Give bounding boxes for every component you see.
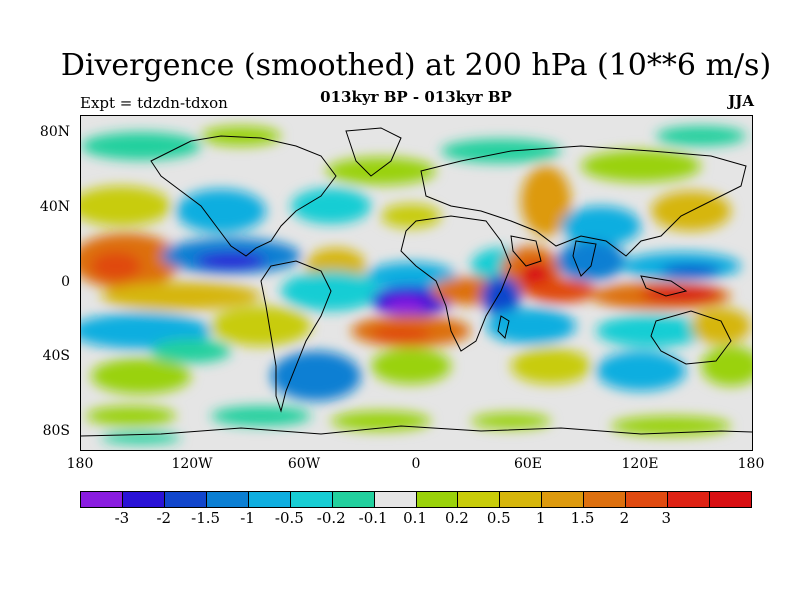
colorbar-segment <box>542 492 585 507</box>
colorbar-segment <box>458 492 501 507</box>
colorbar-segment <box>164 492 207 507</box>
colorbar-label: 1 <box>535 509 546 527</box>
coastline-australia <box>650 310 732 365</box>
divergence-field <box>81 126 752 444</box>
colorbar-label: 0.2 <box>444 509 469 527</box>
colorbar-segment <box>668 492 711 507</box>
colorbar-segment <box>122 492 165 507</box>
coastline-se-asia <box>640 275 688 297</box>
colorbar-label: 3 <box>661 509 672 527</box>
colorbar-segment <box>290 492 333 507</box>
coastline-north-america <box>150 135 337 257</box>
colorbar-label: -1 <box>240 509 255 527</box>
experiment-label: Expt = tdzdn-tdxon <box>80 94 228 112</box>
x-tick-180-left: 180 <box>66 456 94 472</box>
coastline-india <box>572 240 597 277</box>
colorbar-label: 2 <box>619 509 630 527</box>
colorbar-segment <box>416 492 459 507</box>
colorbar-segment <box>710 492 751 507</box>
colorbar-label: 0.1 <box>403 509 427 527</box>
coastline-antarctica <box>81 425 752 437</box>
colorbar-label: -3 <box>114 509 130 527</box>
colorbar-segment <box>584 492 627 507</box>
x-tick-60e: 60E <box>513 456 543 472</box>
y-tick-80s: 80S <box>42 423 70 439</box>
colorbar-label: -0.5 <box>274 509 304 527</box>
colorbar-label: -1.5 <box>191 509 221 527</box>
plot-subtitle: 013kyr BP - 013kyr BP <box>320 88 512 106</box>
map-svg <box>81 116 752 450</box>
colorbar-label: -0.1 <box>358 509 388 527</box>
coastlines <box>81 127 752 437</box>
colorbar-segment <box>374 492 417 507</box>
coastline-eurasia <box>420 145 747 257</box>
coastline-south-america <box>260 260 332 413</box>
x-tick-180-right: 180 <box>737 456 765 472</box>
colorbar-segment <box>248 492 291 507</box>
colorbar-label: -0.2 <box>316 509 346 527</box>
season-label: JJA <box>728 92 754 110</box>
y-tick-40n: 40N <box>39 199 70 215</box>
x-tick-0: 0 <box>411 456 421 472</box>
colorbar-segment <box>626 492 669 507</box>
colorbar-segment <box>500 492 543 507</box>
coastline-madagascar <box>497 315 510 339</box>
colorbar <box>80 491 752 508</box>
coastline-africa <box>400 215 512 352</box>
colorbar-label: -2 <box>156 509 172 527</box>
y-tick-40s: 40S <box>42 348 70 364</box>
x-tick-120e: 120E <box>621 456 659 472</box>
plot-title: Divergence (smoothed) at 200 hPa (10**6 … <box>60 48 772 83</box>
colorbar-label: 0.5 <box>486 509 511 527</box>
coastline-greenland <box>345 127 402 177</box>
y-tick-0: 0 <box>61 274 70 290</box>
colorbar-segment <box>81 492 123 507</box>
coastline-arabia <box>510 235 542 267</box>
colorbar-segment <box>206 492 249 507</box>
x-tick-60w: 60W <box>287 456 321 472</box>
y-tick-80n: 80N <box>39 124 70 140</box>
colorbar-segment <box>332 492 375 507</box>
divergence-map <box>80 115 753 451</box>
x-tick-120w: 120W <box>171 456 213 472</box>
colorbar-label: 1.5 <box>570 509 595 527</box>
